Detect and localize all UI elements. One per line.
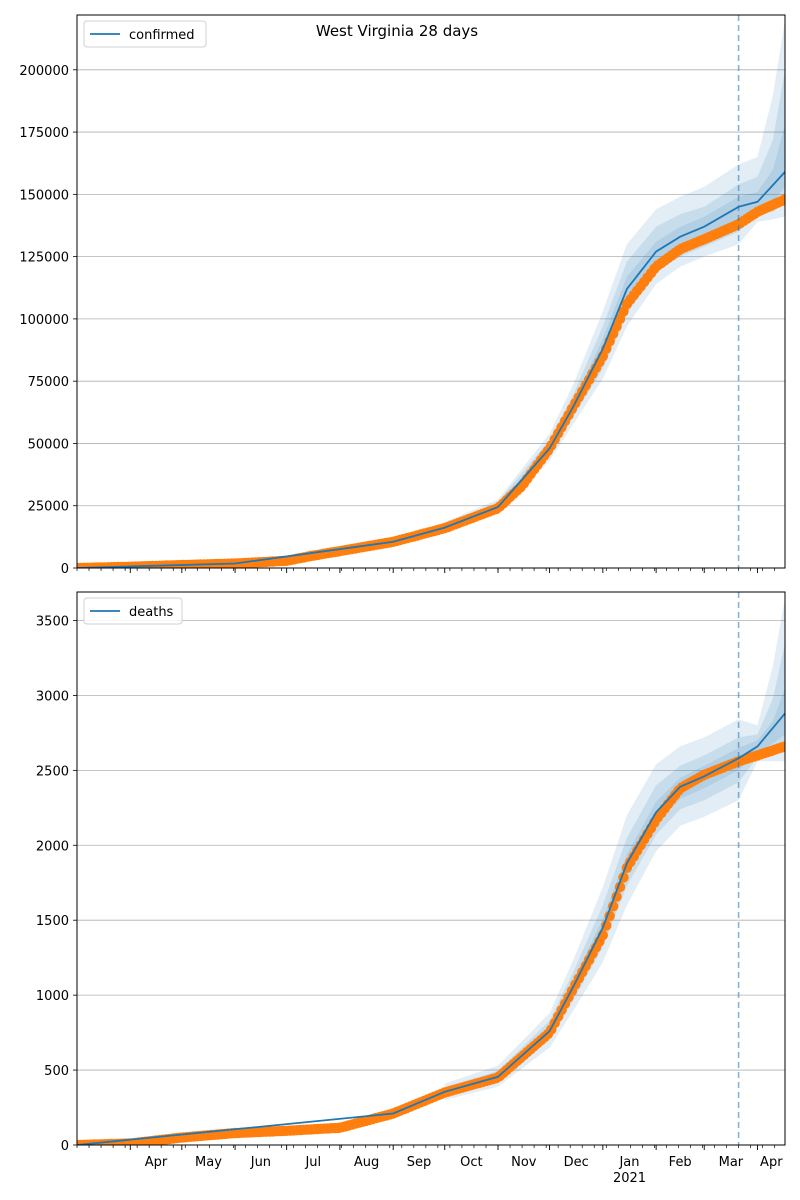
y-tick-label: 1000 bbox=[36, 989, 69, 1004]
x-tick-label: Aug bbox=[354, 1155, 379, 1170]
x-tick-label: May bbox=[195, 1155, 222, 1170]
uncertainty-band bbox=[444, 20, 785, 534]
uncertainty-band bbox=[444, 69, 785, 532]
plot-area bbox=[77, 20, 785, 568]
y-tick-label: 1500 bbox=[36, 914, 69, 929]
axes-frame bbox=[76, 591, 786, 1146]
x-tick-label: Jun bbox=[250, 1155, 271, 1170]
x-tick-label: Oct bbox=[460, 1155, 482, 1170]
plot-area bbox=[77, 598, 785, 1145]
y-tick-label: 125000 bbox=[19, 251, 69, 266]
x-tick-label: Jan bbox=[618, 1155, 639, 1170]
axes-frame bbox=[76, 14, 786, 569]
y-tick-label: 100000 bbox=[19, 313, 69, 328]
y-tick-label: 3500 bbox=[36, 614, 69, 629]
x-tick-label: Apr bbox=[145, 1155, 168, 1170]
figure-title: West Virginia 28 days bbox=[316, 22, 478, 40]
y-tick-label: 75000 bbox=[28, 375, 69, 390]
legend-box bbox=[83, 20, 207, 48]
x-tick-label: Apr bbox=[760, 1155, 783, 1170]
y-tick-label: 0 bbox=[61, 562, 69, 577]
x-tick-label: Feb bbox=[669, 1155, 692, 1170]
y-tick-label: 2500 bbox=[36, 764, 69, 779]
observed-point bbox=[779, 194, 785, 205]
x-tick-label: Mar bbox=[719, 1155, 744, 1170]
y-tick-label: 2000 bbox=[36, 839, 69, 854]
y-tick-label: 0 bbox=[61, 1139, 69, 1154]
x-tick-label: Dec bbox=[564, 1155, 589, 1170]
deaths-panel: 0 500 1000 1500 2000 2500 3000 3500 Apr May Jun Jul… bbox=[36, 591, 786, 1170]
y-tick-label: 25000 bbox=[28, 500, 69, 515]
x-tick-label: Nov bbox=[511, 1155, 537, 1170]
y-tick-label: 200000 bbox=[19, 64, 69, 79]
observed-series bbox=[77, 194, 785, 568]
x-tick-label: Sep bbox=[407, 1155, 432, 1170]
y-tick-label: 150000 bbox=[19, 188, 69, 203]
model-line bbox=[77, 712, 785, 1145]
legend: deaths bbox=[83, 597, 183, 625]
year-label: 2021 bbox=[613, 1171, 646, 1186]
uncertainty-band bbox=[444, 687, 785, 1094]
legend-label: confirmed bbox=[129, 28, 195, 43]
y-tick-label: 175000 bbox=[19, 126, 69, 141]
observed-point bbox=[779, 741, 785, 752]
model-line bbox=[77, 171, 785, 568]
legend-box bbox=[83, 597, 183, 625]
legend: confirmed bbox=[83, 20, 207, 48]
x-tick-label: Jul bbox=[304, 1155, 321, 1170]
legend-label: deaths bbox=[129, 605, 174, 620]
confirmed-panel: 0 25000 50000 75000 100000 125000 150000 175000… bbox=[19, 14, 786, 577]
uncertainty-band bbox=[444, 598, 785, 1100]
y-tick-label: 3000 bbox=[36, 689, 69, 704]
y-tick-label: 50000 bbox=[28, 437, 69, 452]
y-tick-label: 500 bbox=[44, 1064, 69, 1079]
